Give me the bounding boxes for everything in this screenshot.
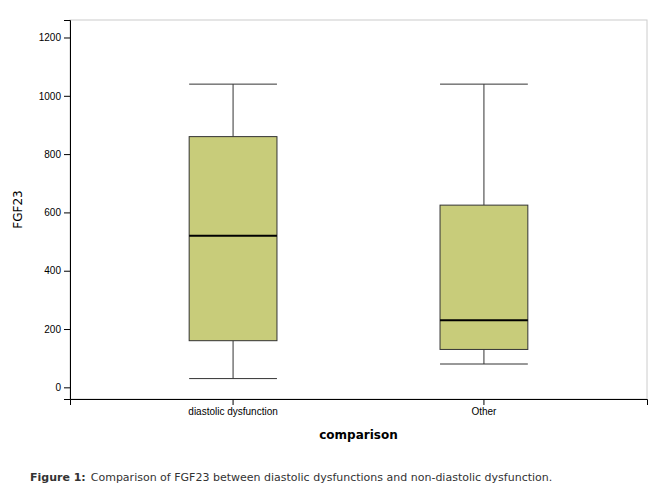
y-tick-label: 0: [55, 382, 61, 393]
x-tick: Other: [471, 399, 497, 417]
y-tick-label: 1000: [39, 91, 62, 102]
y-tick-mark: [64, 154, 70, 155]
y-tick-mark: [64, 271, 70, 272]
lower-cap: [189, 378, 277, 379]
y-axis-title: FGF23: [11, 190, 25, 228]
caption-label: Figure 1:: [30, 471, 86, 484]
x-tick-mark: [483, 399, 484, 405]
y-tick: 200: [44, 324, 70, 335]
y-tick: 0: [55, 382, 70, 393]
x-tick-label: Other: [471, 406, 497, 417]
box: [440, 205, 528, 349]
x-axis-line: [71, 400, 648, 406]
upper-whisker: [483, 84, 484, 205]
y-tick-label: 800: [44, 149, 61, 160]
lower-whisker: [483, 349, 484, 364]
y-axis-line: [64, 21, 71, 400]
x-tick: diastolic dysfunction: [188, 399, 278, 417]
y-tick: 800: [44, 149, 70, 160]
y-tick-mark: [64, 387, 70, 388]
upper-cap: [440, 84, 528, 85]
box: [189, 137, 277, 341]
median: [440, 319, 528, 321]
x-tick-label: diastolic dysfunction: [188, 406, 278, 417]
upper-cap: [189, 84, 277, 85]
y-tick: 400: [44, 265, 70, 276]
plot-frame: [70, 20, 647, 399]
y-axis: 0 200 400 600 800 1000 1200: [39, 21, 71, 400]
chart: 0 200 400 600 800 1000 1200 diastolic dysfuncti…: [0, 0, 671, 499]
lower-cap: [440, 364, 528, 365]
y-tick: 1000: [39, 91, 70, 102]
x-axis-title: comparison: [319, 428, 398, 442]
y-tick-label: 600: [44, 207, 61, 218]
y-tick-mark: [64, 329, 70, 330]
box-plot: [440, 84, 528, 364]
y-tick-label: 200: [44, 324, 61, 335]
y-tick-mark: [64, 212, 70, 213]
caption: Comparison of FGF23 between diastolic dy…: [91, 471, 552, 484]
y-tick: 600: [44, 207, 70, 218]
upper-whisker: [233, 84, 234, 136]
x-tick-mark: [233, 399, 234, 405]
y-tick-mark: [64, 37, 70, 38]
lower-whisker: [233, 341, 234, 379]
median: [189, 235, 277, 237]
plot: 0 200 400 600 800 1000 1200 diastolic dysfuncti…: [11, 20, 648, 442]
boxes: [189, 84, 528, 378]
y-tick: 1200: [39, 32, 70, 43]
box-plot: [189, 84, 277, 378]
y-tick-mark: [64, 96, 70, 97]
y-tick-label: 1200: [39, 32, 62, 43]
y-tick-label: 400: [44, 265, 61, 276]
x-axis: diastolic dysfunction Other: [71, 399, 648, 417]
